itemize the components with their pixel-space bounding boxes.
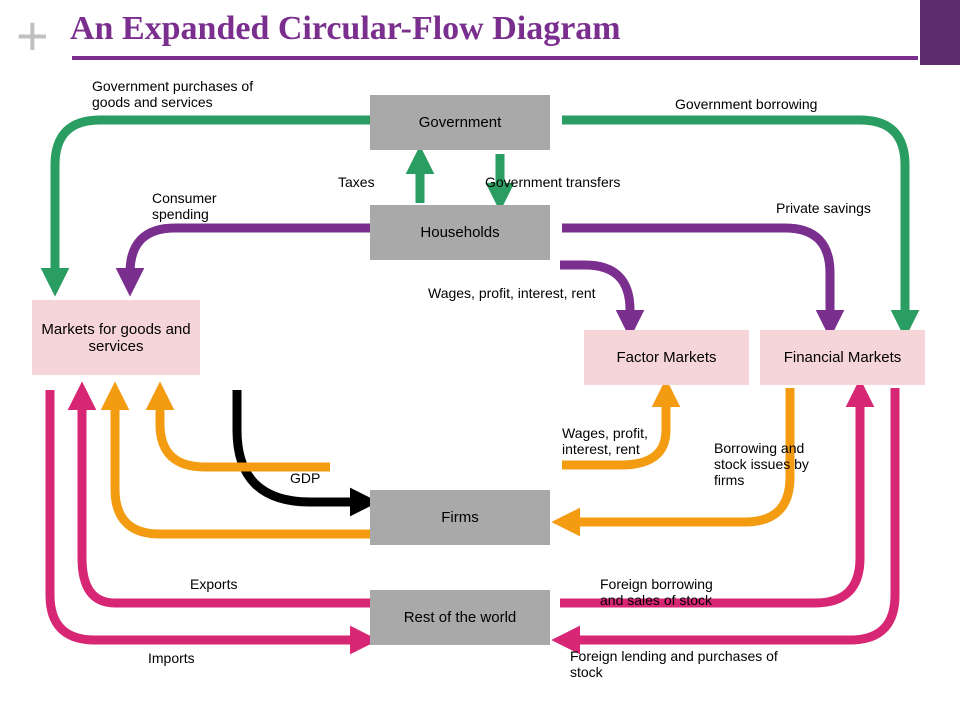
title-underline [72, 56, 918, 60]
node-rest: Rest of the world [370, 590, 550, 645]
edge-1 [562, 120, 905, 330]
diagram-stage: + An Expanded Circular-Flow Diagram Gove… [0, 0, 960, 720]
label-gov_purchases: Government purchases of goods and servic… [92, 78, 253, 110]
label-wages_top: Wages, profit, interest, rent [428, 285, 596, 301]
edge-5 [562, 228, 830, 330]
node-markets_gs: Markets for goods and services [32, 300, 200, 375]
label-exports: Exports [190, 576, 237, 592]
node-financial: Financial Markets [760, 330, 925, 385]
label-borrowing_firms: Borrowing and stock issues by firms [714, 440, 809, 488]
node-government: Government [370, 95, 550, 150]
label-gov_borrowing: Government borrowing [675, 96, 817, 112]
edge-7-extrahead [356, 492, 370, 512]
edge-4 [130, 228, 370, 288]
label-consumer_spending: Consumer spending [152, 190, 217, 222]
label-wages_mid: Wages, profit, interest, rent [562, 425, 648, 457]
label-taxes: Taxes [338, 174, 375, 190]
node-firms: Firms [370, 490, 550, 545]
corner-accent [920, 0, 960, 65]
plus-icon: + [16, 8, 49, 64]
edge-10 [115, 390, 370, 534]
label-foreign_lending: Foreign lending and purchases of stock [570, 648, 778, 680]
node-households: Households [370, 205, 550, 260]
label-gdp: GDP [290, 470, 320, 486]
edge-11 [560, 387, 860, 603]
page-title: An Expanded Circular-Flow Diagram [70, 10, 890, 48]
edge-12 [82, 390, 370, 603]
edge-15 [160, 390, 330, 467]
node-factor: Factor Markets [584, 330, 749, 385]
label-gov_transfers: Government transfers [485, 174, 620, 190]
label-foreign_borrowing: Foreign borrowing and sales of stock [600, 576, 713, 608]
label-imports: Imports [148, 650, 195, 666]
label-private_savings: Private savings [776, 200, 871, 216]
edge-13 [50, 390, 370, 640]
